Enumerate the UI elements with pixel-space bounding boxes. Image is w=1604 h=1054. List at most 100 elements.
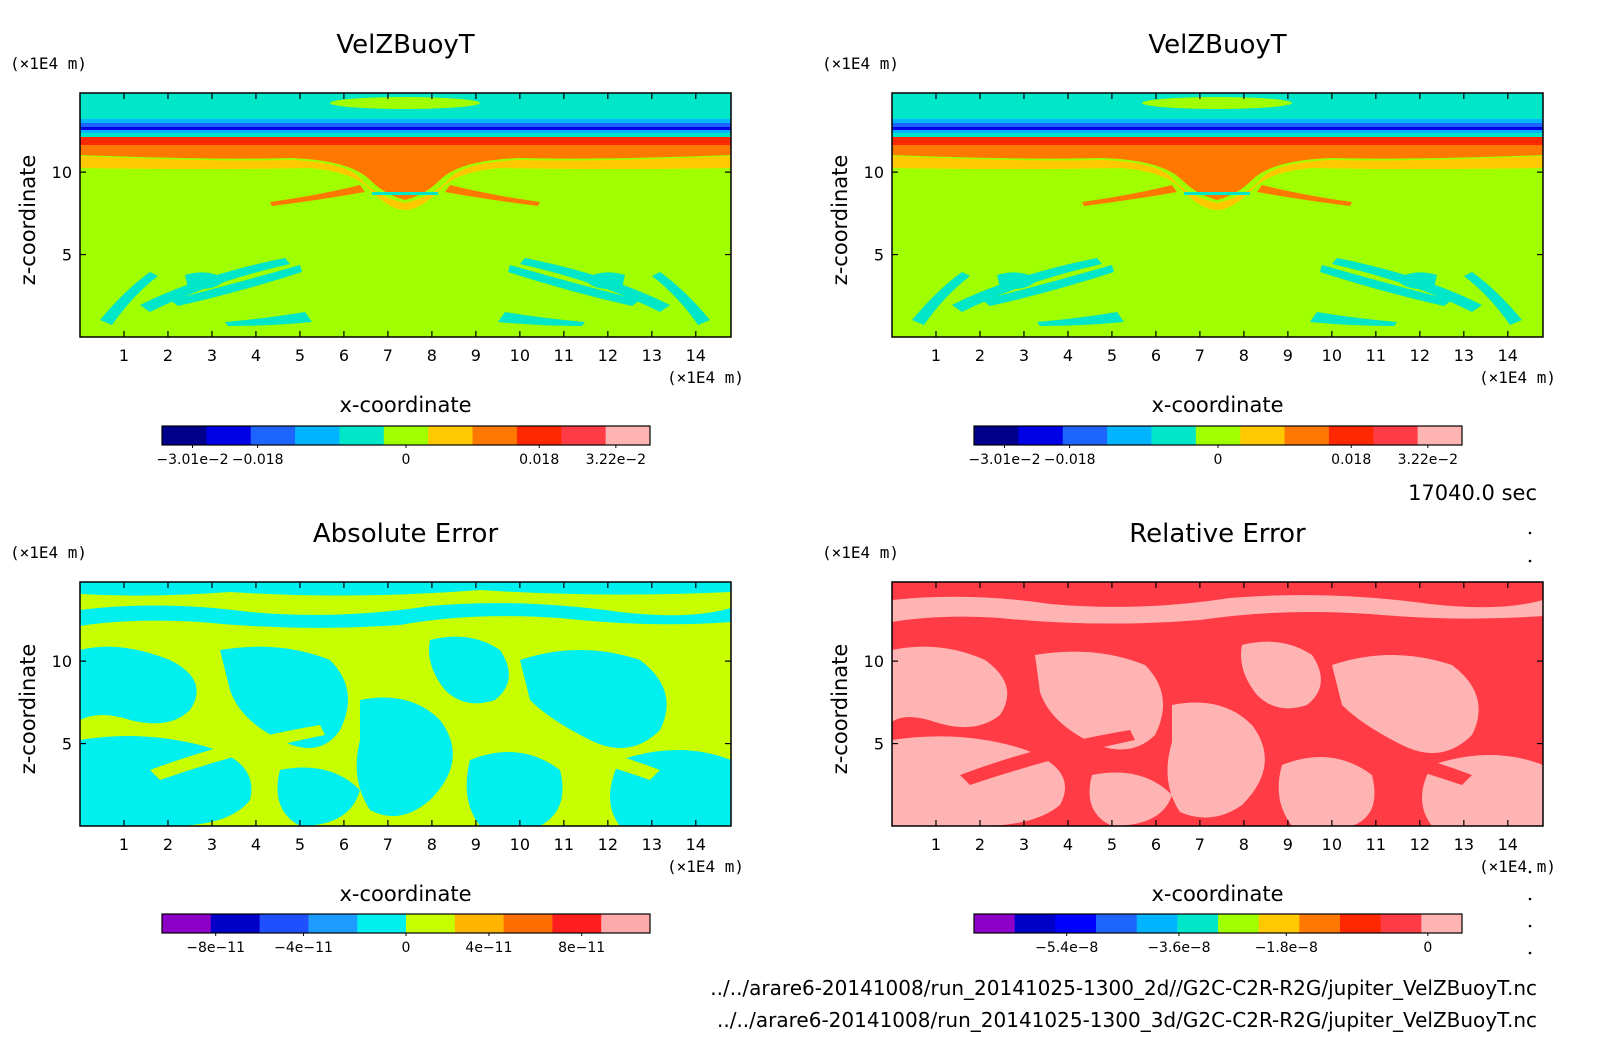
panel-3-colorbar-swatch	[308, 914, 358, 933]
panel-2-x-tick-label: 1	[931, 346, 941, 365]
panel-4-x-tick-label: 4	[1063, 835, 1073, 854]
panel-2-x-tick-label: 11	[1366, 346, 1386, 365]
panel-3-colorbar-label: 0	[402, 940, 411, 956]
footer-file-2: ../../arare6-20141008/run_20141025-1300_…	[717, 1008, 1537, 1032]
panel-4-x-tick-label: 3	[1019, 835, 1029, 854]
panel-3-colorbar-swatch	[210, 914, 261, 933]
panel-2-frame	[891, 92, 1544, 338]
panel-4-colorbar-label: 0	[1423, 940, 1432, 956]
panel-4-colorbar-label: −1.8e−8	[1255, 940, 1318, 956]
panel-4-x-tick-label: 12	[1410, 835, 1430, 854]
panel-2-x-tick-label: 10	[1322, 346, 1342, 365]
panel-3-field	[80, 582, 731, 826]
panel-1-y-label: z-coordinate	[16, 155, 40, 286]
panel-4-colorbar-swatch	[1096, 914, 1138, 933]
panel-3-x-tick-label: 11	[554, 835, 574, 854]
panel-3-colorbar-swatch	[259, 914, 309, 933]
panel-4-x-tick-label: 7	[1195, 835, 1205, 854]
panel-1-x-tick-label: 10	[510, 346, 530, 365]
panel-2-x-tick-label: 5	[1107, 346, 1117, 365]
panel-4-colorbar-frame	[973, 913, 1463, 934]
panel-3-colorbar-swatch	[454, 914, 505, 933]
panel-4-y-unit: (×1E4 m)	[822, 543, 899, 562]
panel-3-colorbar-swatch	[503, 914, 553, 933]
panel-1-x-unit: (×1E4 m)	[667, 368, 744, 387]
panel-1-title: VelZBuoyT	[336, 30, 474, 60]
panel-3-x-tick-label: 3	[207, 835, 217, 854]
panel-2-x-tick-label: 4	[1063, 346, 1073, 365]
panel-3-x-tick-label: 13	[642, 835, 662, 854]
panel-3-x-tick-label: 1	[119, 835, 129, 854]
panel-1-frame	[79, 92, 732, 338]
panel-2-colorbar-swatch	[1018, 426, 1064, 445]
panel-4-colorbar-swatch	[1258, 914, 1300, 933]
panel-3-title: Absolute Error	[313, 519, 499, 549]
panel-4-x-tick-label: 14	[1498, 835, 1518, 854]
panel-4-field	[892, 582, 1543, 826]
panel-1-colorbar-swatch	[605, 426, 651, 445]
panel-1-x-tick-label: 5	[295, 346, 305, 365]
panel-2-x-tick-label: 14	[1498, 346, 1518, 365]
panel-4-colorbar-swatch	[1218, 914, 1260, 933]
panel-1-x-tick-label: 11	[554, 346, 574, 365]
panel-1-colorbar-label: 3.22e−2	[586, 452, 646, 468]
panel-2-colorbar-swatch	[1107, 426, 1152, 445]
panel-3-x-tick-label: 2	[163, 835, 173, 854]
panel-1-x-tick-label: 14	[686, 346, 706, 365]
panel-2-x-unit: (×1E4 m)	[1479, 368, 1556, 387]
panel-1-y-unit: (×1E4 m)	[10, 54, 87, 73]
panel-1-x-label: x-coordinate	[339, 393, 471, 417]
panel-2-y-tick-label: 5	[874, 246, 884, 265]
panel-1-x-tick-label: 9	[471, 346, 481, 365]
panel-2-x-tick-label: 7	[1195, 346, 1205, 365]
panel-4-x-tick-label: 6	[1151, 835, 1161, 854]
panel-1-colorbar-swatch	[295, 426, 340, 445]
panel-3-x-label: x-coordinate	[339, 882, 471, 906]
panel-3-x-tick-label: 6	[339, 835, 349, 854]
panel-4-colorbar-swatch	[1299, 914, 1341, 933]
panel-3-x-tick-label: 4	[251, 835, 261, 854]
panel-3-x-tick-label: 7	[383, 835, 393, 854]
panel-4-y-tick-label: 10	[864, 652, 884, 671]
panel-4-x-tick-label: 1	[931, 835, 941, 854]
panel-4-colorbar-swatch	[1136, 914, 1178, 933]
panel-2-x-tick-label: 8	[1239, 346, 1249, 365]
panel-2-y-unit: (×1E4 m)	[822, 54, 899, 73]
panel-1-x-tick-label: 8	[427, 346, 437, 365]
panel-2-colorbar-swatch	[1417, 426, 1463, 445]
panel-1-colorbar-swatch	[162, 426, 207, 445]
panel-2-colorbar-label: 3.22e−2	[1398, 452, 1458, 468]
panel-1-colorbar-swatch	[428, 426, 474, 445]
panel-1-y-tick-label: 5	[62, 246, 72, 265]
panel-3-colorbar-swatch	[162, 914, 212, 933]
panel-1-x-tick-label: 6	[339, 346, 349, 365]
panel-3-x-tick-label: 14	[686, 835, 706, 854]
panel-3-x-tick-label: 12	[598, 835, 618, 854]
panel-2-x-tick-label: 13	[1454, 346, 1474, 365]
panel-2-x-label: x-coordinate	[1151, 393, 1283, 417]
panel-2-colorbar-swatch	[1240, 426, 1286, 445]
panel-1-colorbar-swatch	[339, 426, 385, 445]
panel-3-y-label: z-coordinate	[16, 644, 40, 775]
panel-4-colorbar-swatch	[1014, 914, 1056, 933]
panel-3-colorbar-swatch	[601, 914, 651, 933]
time-label: 17040.0 sec	[1408, 481, 1537, 505]
panel-3-y-unit: (×1E4 m)	[10, 543, 87, 562]
panel-3-x-tick-label: 9	[471, 835, 481, 854]
panel-1-colorbar-swatch	[250, 426, 296, 445]
chart-elements: VelZBuoyT(×1E4 m)1 2 3 4 5 6 7 8 9 10 11 12 13 14510(…	[10, 30, 1556, 956]
panel-3-colorbar-label: −4e−11	[274, 940, 333, 956]
panel-4-y-label: z-coordinate	[828, 644, 852, 775]
panel-1-colorbar-swatch	[383, 426, 429, 445]
panel-2-colorbar-swatch	[1151, 426, 1197, 445]
panel-2-x-tick-label: 2	[975, 346, 985, 365]
panel-4-x-tick-label: 8	[1239, 835, 1249, 854]
panel-1-x-tick-label: 13	[642, 346, 662, 365]
panel-2-x-tick-label: 6	[1151, 346, 1161, 365]
panel-2-y-label: z-coordinate	[828, 155, 852, 286]
panel-2-colorbar-label: 0.018	[1331, 452, 1371, 468]
panel-4-x-label: x-coordinate	[1151, 882, 1283, 906]
panel-2-colorbar-swatch	[1373, 426, 1419, 445]
panel-3-x-tick-label: 5	[295, 835, 305, 854]
